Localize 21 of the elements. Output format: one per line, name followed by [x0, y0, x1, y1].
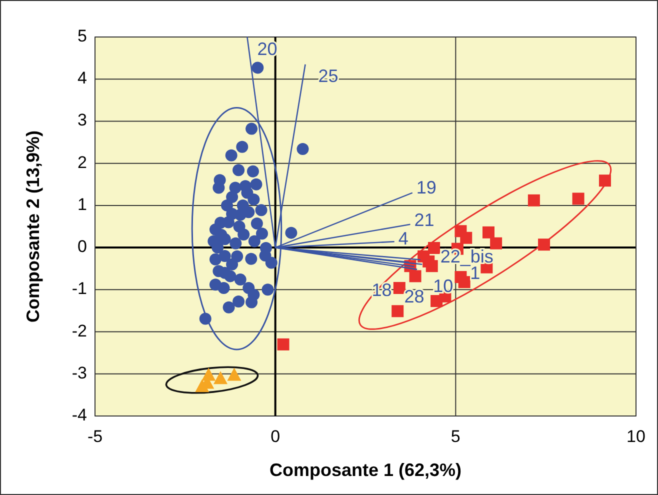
y-tick-label: -1 — [72, 279, 87, 298]
x-axis-title: Composante 1 (62,3%) — [269, 460, 462, 480]
text: 1 — [470, 263, 480, 284]
series-label: 28 — [404, 286, 424, 306]
y-axis-title: Composante 2 (13,9%) — [23, 130, 43, 323]
y-tick-label: 2 — [78, 152, 87, 172]
y-tick-label: -2 — [72, 321, 87, 340]
y-tick-label: 1 — [78, 194, 87, 214]
x-tick-label: 0 — [270, 427, 280, 446]
series-label: 19 — [416, 178, 436, 198]
x-tick-label: 5 — [450, 427, 460, 446]
y-tick-label: 0 — [78, 237, 87, 256]
series-label: 21 — [414, 210, 434, 230]
series-label: 4 — [398, 228, 408, 248]
y-tick-label: 4 — [78, 68, 87, 88]
y-tick-label: 3 — [78, 110, 87, 130]
y-tick-label: -3 — [72, 363, 87, 382]
x-tick-label: -5 — [87, 427, 103, 446]
x-tick-label: 10 — [626, 427, 646, 446]
y-tick-label: 5 — [78, 26, 87, 46]
y-tick-label: -4 — [72, 405, 87, 424]
